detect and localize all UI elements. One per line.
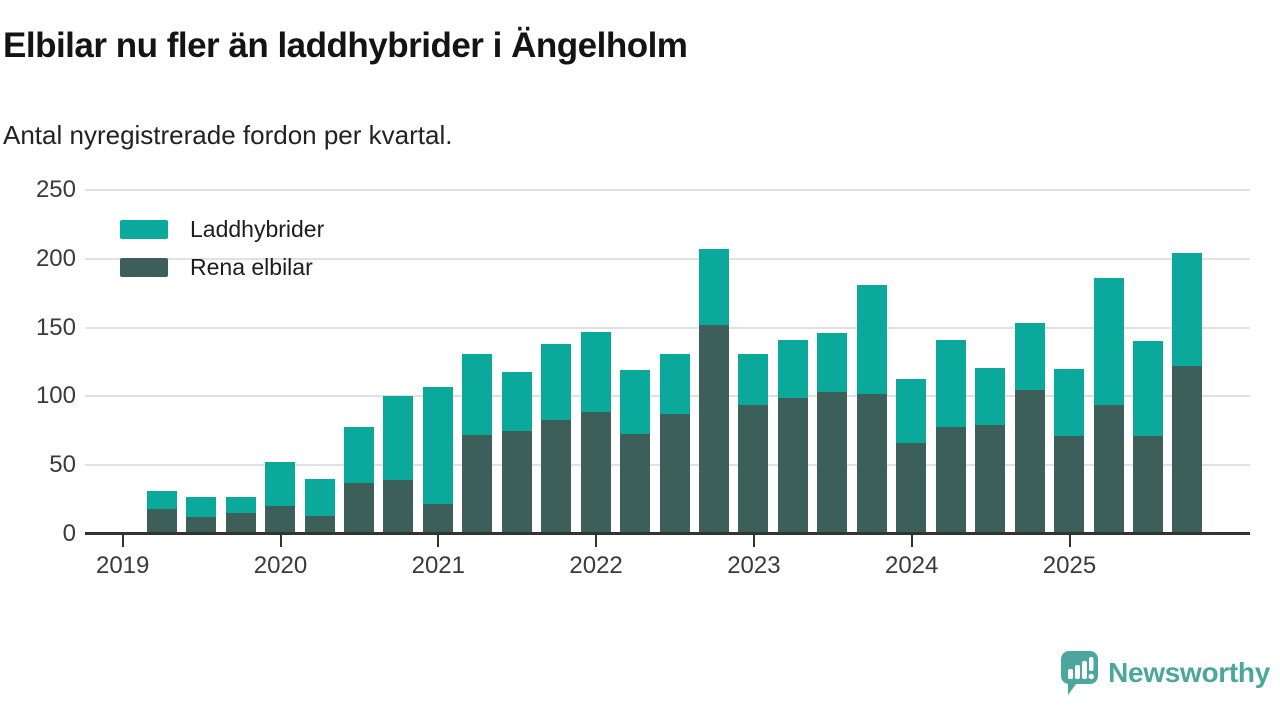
newsworthy-logo: Newsworthy — [1060, 650, 1270, 696]
bar-segment-laddhybrider — [580, 331, 611, 412]
bar-segment-laddhybrider — [856, 284, 887, 394]
x-tick-label: 2025 — [1042, 552, 1097, 579]
bar-segment-rena-elbilar — [1093, 404, 1124, 534]
page-subtitle: Antal nyregistrerade fordon per kvartal. — [3, 120, 453, 150]
x-tick-label: 2019 — [95, 552, 150, 579]
bar-segment-rena-elbilar — [383, 480, 414, 534]
gridline — [85, 326, 1250, 329]
bar-segment-laddhybrider — [699, 249, 729, 325]
gridline — [85, 189, 1250, 191]
bar-segment-rena-elbilar — [343, 483, 374, 534]
legend-item-rena-elbilar: Rena elbilar — [120, 256, 313, 279]
bar-segment-rena-elbilar — [462, 434, 493, 534]
legend-swatch-rena-elbilar — [120, 258, 168, 277]
x-tick-label: 2022 — [569, 552, 623, 579]
bar-segment-laddhybrider — [541, 344, 572, 420]
legend-swatch-laddhybrider — [120, 220, 168, 239]
bar-segment-rena-elbilar — [1054, 436, 1085, 534]
x-tick-label: 2021 — [411, 552, 465, 579]
bar-segment-rena-elbilar — [1172, 366, 1203, 534]
x-tick-label: 2023 — [727, 552, 781, 579]
bar-segment-rena-elbilar — [186, 517, 217, 534]
bar-segment-laddhybrider — [186, 496, 217, 518]
bar-segment-laddhybrider — [935, 339, 966, 427]
bar-segment-rena-elbilar — [777, 397, 808, 534]
y-tick-label: 200 — [35, 244, 76, 272]
bar-segment-rena-elbilar — [659, 414, 690, 534]
x-axis-tick — [752, 535, 755, 547]
bar-segment-rena-elbilar — [896, 443, 927, 534]
bar-segment-rena-elbilar — [935, 426, 966, 534]
x-axis-tick — [121, 535, 124, 547]
bar-segment-rena-elbilar — [738, 404, 769, 534]
bar-segment-laddhybrider — [896, 378, 927, 444]
bar-segment-rena-elbilar — [501, 430, 532, 534]
legend-item-laddhybrider: Laddhybrider — [120, 218, 324, 241]
x-tick-label: 2024 — [884, 552, 939, 579]
bar-segment-rena-elbilar — [1132, 436, 1163, 534]
bar-segment-laddhybrider — [1172, 253, 1203, 367]
x-axis-tick — [1068, 535, 1071, 547]
bar-segment-rena-elbilar — [225, 513, 256, 534]
bar-segment-rena-elbilar — [265, 506, 296, 534]
x-axis-tick — [279, 535, 282, 547]
bar-segment-rena-elbilar — [699, 324, 729, 534]
gridline — [85, 257, 1250, 260]
x-axis-tick — [910, 535, 913, 547]
y-tick-label: 0 — [62, 520, 76, 547]
bar-segment-laddhybrider — [343, 426, 374, 484]
bar-segment-laddhybrider — [422, 386, 453, 504]
bar-segment-rena-elbilar — [580, 411, 611, 534]
bar-segment-laddhybrider — [620, 370, 651, 434]
newsworthy-logo-icon — [1061, 651, 1099, 695]
bar-segment-laddhybrider — [1054, 368, 1085, 437]
y-tick-label: 50 — [49, 451, 76, 479]
page-title: Elbilar nu fler än laddhybrider i Ängelh… — [3, 26, 688, 65]
bar-segment-rena-elbilar — [146, 509, 177, 534]
bar-segment-laddhybrider — [501, 371, 532, 431]
bar-segment-laddhybrider — [304, 478, 335, 517]
bar-segment-rena-elbilar — [856, 393, 887, 534]
y-tick-label: 250 — [35, 176, 76, 203]
bar-segment-laddhybrider — [225, 496, 256, 514]
x-axis-tick — [595, 535, 598, 547]
bar-segment-laddhybrider — [1093, 278, 1124, 405]
x-axis-tick — [437, 535, 440, 547]
x-tick-label: 2020 — [253, 552, 308, 579]
bar-segment-rena-elbilar — [304, 516, 335, 534]
bar-segment-laddhybrider — [265, 462, 296, 507]
legend-label: Rena elbilar — [190, 254, 313, 280]
bar-segment-laddhybrider — [1014, 323, 1045, 390]
bar-segment-laddhybrider — [1132, 341, 1163, 437]
bar-segment-laddhybrider — [146, 491, 177, 510]
bar-segment-rena-elbilar — [817, 392, 848, 534]
bar-segment-laddhybrider — [738, 353, 769, 405]
bar-segment-rena-elbilar — [1014, 389, 1045, 534]
bar-segment-rena-elbilar — [975, 425, 1006, 534]
y-tick-label: 100 — [35, 382, 76, 410]
bar-segment-laddhybrider — [462, 353, 493, 435]
bar-segment-laddhybrider — [383, 396, 414, 481]
y-tick-label: 150 — [35, 313, 76, 341]
bar-segment-laddhybrider — [659, 353, 690, 415]
legend-label: Laddhybrider — [190, 216, 325, 242]
x-axis-line — [85, 532, 1250, 535]
bar-segment-laddhybrider — [817, 333, 848, 393]
bar-segment-laddhybrider — [777, 339, 808, 398]
bar-segment-rena-elbilar — [541, 419, 572, 534]
bar-segment-rena-elbilar — [422, 503, 453, 534]
bar-segment-rena-elbilar — [620, 433, 651, 534]
bar-segment-laddhybrider — [975, 367, 1006, 426]
newsworthy-logo-text: Newsworthy — [1108, 657, 1270, 688]
